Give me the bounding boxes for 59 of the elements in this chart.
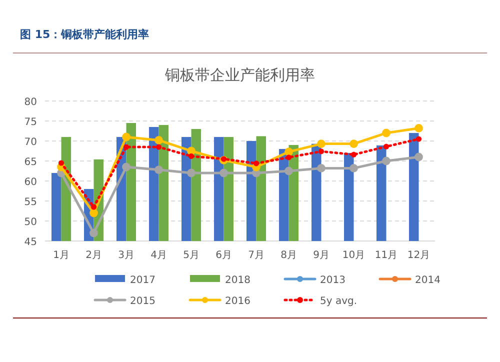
point — [187, 168, 196, 178]
point — [286, 154, 292, 160]
x-tick-label: 12月 — [407, 250, 430, 261]
point — [284, 148, 293, 156]
point — [382, 128, 390, 138]
point — [188, 153, 194, 159]
y-tick-label: 55 — [24, 197, 37, 208]
chart-subtitle: 铜板带企业产能利用率 — [164, 66, 315, 84]
point — [220, 156, 227, 162]
legend-label: 2013 — [320, 275, 346, 286]
x-tick-label: 7月 — [248, 250, 264, 261]
point — [122, 162, 130, 172]
point — [90, 208, 98, 218]
point — [154, 166, 163, 174]
point — [154, 136, 163, 144]
point — [156, 144, 162, 150]
point — [90, 204, 97, 210]
x-tick-label: 9月 — [313, 250, 330, 261]
point — [382, 156, 390, 166]
x-tick-label: 6月 — [216, 250, 232, 261]
y-tick-label: 65 — [24, 157, 37, 168]
point — [350, 164, 358, 172]
legend-label: 2015 — [130, 296, 156, 307]
point — [317, 164, 326, 172]
point — [414, 152, 423, 162]
point — [414, 124, 423, 132]
x-tick-label: 4月 — [150, 250, 167, 261]
point — [253, 160, 260, 166]
legend-label: 2014 — [415, 275, 440, 286]
point — [220, 168, 228, 178]
y-tick-label: 50 — [24, 217, 37, 228]
point — [317, 140, 326, 148]
x-tick-label: 8月 — [280, 250, 297, 261]
point — [383, 144, 390, 150]
point — [123, 144, 130, 150]
y-tick-label: 60 — [24, 177, 37, 188]
point — [350, 140, 358, 148]
legend-label: 5y avg. — [320, 296, 358, 307]
y-tick-label: 70 — [24, 137, 37, 148]
x-tick-label: 5月 — [183, 250, 200, 261]
y-tick-label: 75 — [24, 117, 37, 128]
point — [122, 132, 130, 142]
x-tick-label: 2月 — [86, 250, 102, 261]
point — [58, 160, 64, 166]
x-tick-label: 1月 — [53, 250, 70, 261]
legend-label: 2018 — [225, 275, 250, 286]
x-tick-label: 11月 — [374, 250, 398, 261]
point — [350, 152, 357, 158]
point — [90, 228, 98, 238]
point — [318, 148, 324, 154]
point — [284, 166, 293, 176]
x-tick-label: 3月 — [118, 250, 134, 261]
y-tick-label: 80 — [24, 97, 37, 108]
legend-label: 2016 — [225, 296, 250, 307]
x-tick-label: 10月 — [342, 250, 366, 261]
legend-label: 2017 — [130, 275, 156, 286]
y-tick-label: 45 — [24, 237, 37, 248]
chart-title: 图 15：铜板带产能利用率 — [20, 28, 150, 41]
point — [416, 136, 422, 142]
